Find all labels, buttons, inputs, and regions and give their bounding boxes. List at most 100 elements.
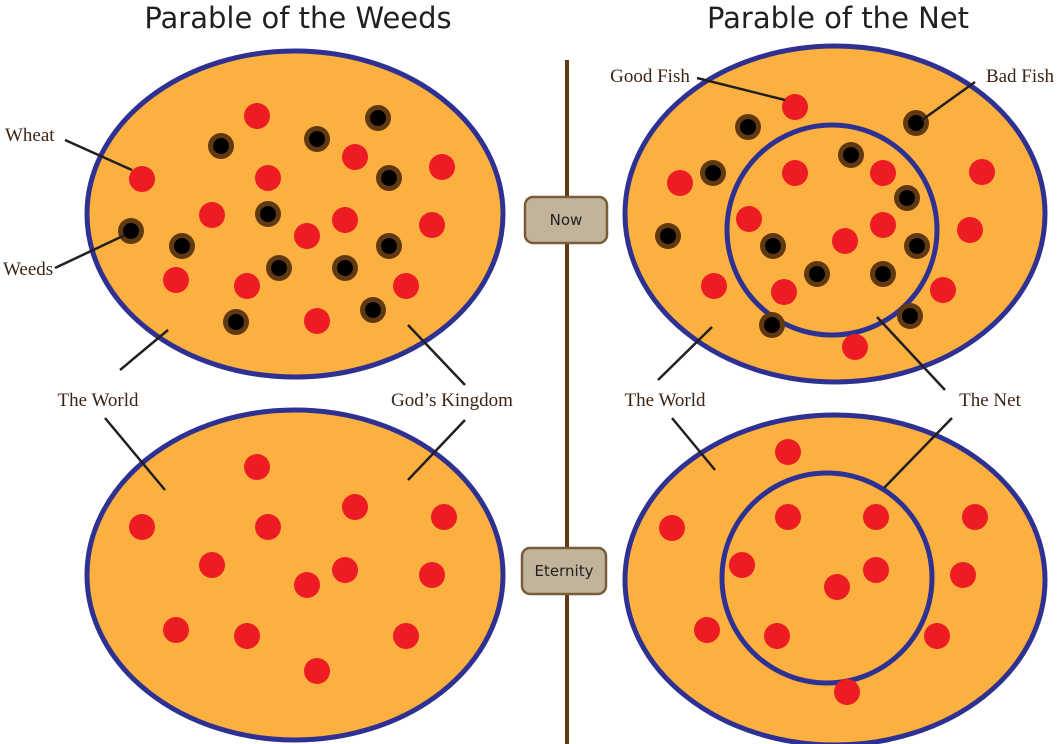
good-dot [764, 623, 790, 649]
bad-dot-core [875, 266, 891, 282]
bad-dot-core [260, 206, 276, 222]
good-dot [924, 623, 950, 649]
good-dot [393, 623, 419, 649]
good-dot [782, 94, 808, 120]
good-dot [342, 494, 368, 520]
pointer [921, 80, 976, 122]
pointer [54, 233, 126, 270]
good-dot [163, 617, 189, 643]
pointer [876, 316, 946, 391]
bad-dot-core [909, 238, 925, 254]
good-dot [199, 552, 225, 578]
good-dot [667, 170, 693, 196]
good-dot [244, 103, 270, 129]
good-dot [870, 160, 896, 186]
good-dot [775, 439, 801, 465]
now-box [523, 195, 609, 245]
bad-dot-core [843, 147, 859, 163]
good-dot [332, 207, 358, 233]
bad-dot-core [213, 138, 229, 154]
bad-dot-core [764, 317, 780, 333]
good-dot [294, 572, 320, 598]
bad-dot-core [381, 238, 397, 254]
good-dot [834, 679, 860, 705]
now-label: Now [550, 211, 583, 229]
good-dot [832, 228, 858, 254]
good-dot [332, 557, 358, 583]
good-dot [969, 159, 995, 185]
good-dot [199, 202, 225, 228]
world-now-left [84, 48, 506, 380]
good-dot [659, 515, 685, 541]
right-title: Parable of the Net [707, 1, 969, 35]
label: Bad Fish [986, 66, 1055, 87]
bad-dot-core [908, 115, 924, 131]
net-eternity [719, 470, 935, 686]
bad-dot-core [370, 110, 386, 126]
bad-dot-core [123, 223, 139, 239]
good-dot [129, 166, 155, 192]
good-dot [234, 623, 260, 649]
good-dot [129, 514, 155, 540]
good-dot [842, 334, 868, 360]
good-dot [429, 154, 455, 180]
good-dot [163, 267, 189, 293]
label: Good Fish [610, 66, 690, 87]
pointer [883, 417, 953, 489]
good-dot [957, 217, 983, 243]
bad-dot-core [174, 238, 190, 254]
world-now-right [622, 43, 1048, 385]
pointer [64, 138, 133, 172]
good-dot [342, 144, 368, 170]
good-dot [419, 562, 445, 588]
good-dot [962, 504, 988, 530]
pointer [696, 76, 786, 102]
good-dot [701, 273, 727, 299]
label: God’s Kingdom [391, 390, 513, 411]
bad-dot-core [381, 170, 397, 186]
bad-dot-core [365, 302, 381, 318]
good-dot [304, 658, 330, 684]
good-dot [255, 514, 281, 540]
good-dot [234, 273, 260, 299]
bad-dot-core [705, 165, 721, 181]
bad-dot-core [228, 314, 244, 330]
good-dot [304, 308, 330, 334]
eternity-box [520, 546, 608, 596]
good-dot [294, 223, 320, 249]
good-dot [255, 165, 281, 191]
good-dot [870, 212, 896, 238]
good-dot [824, 574, 850, 600]
good-dot [930, 277, 956, 303]
label: The World [625, 390, 706, 411]
bad-dot-core [660, 228, 676, 244]
bad-dot-core [337, 260, 353, 276]
bad-dot-core [765, 238, 781, 254]
bad-dot-core [309, 131, 325, 147]
label: Wheat [5, 125, 55, 146]
pointer [671, 417, 716, 471]
good-dot [729, 552, 755, 578]
pointer [407, 419, 466, 481]
good-dot [863, 557, 889, 583]
good-dot [694, 617, 720, 643]
bad-dot-core [809, 266, 825, 282]
good-dot [419, 212, 445, 238]
left-title: Parable of the Weeds [144, 1, 451, 35]
good-dot [775, 504, 801, 530]
bad-dot-core [902, 308, 918, 324]
bad-dot-core [899, 190, 915, 206]
pointer [119, 329, 169, 371]
good-dot [393, 273, 419, 299]
good-dot [950, 562, 976, 588]
net-now [724, 122, 940, 338]
world-eternity-left [84, 407, 506, 743]
label: Weeds [3, 259, 53, 280]
pointer [657, 326, 713, 381]
dots [118, 94, 995, 705]
label: The Net [959, 390, 1021, 411]
good-dot [771, 279, 797, 305]
good-dot [431, 504, 457, 530]
pointer [407, 324, 466, 386]
